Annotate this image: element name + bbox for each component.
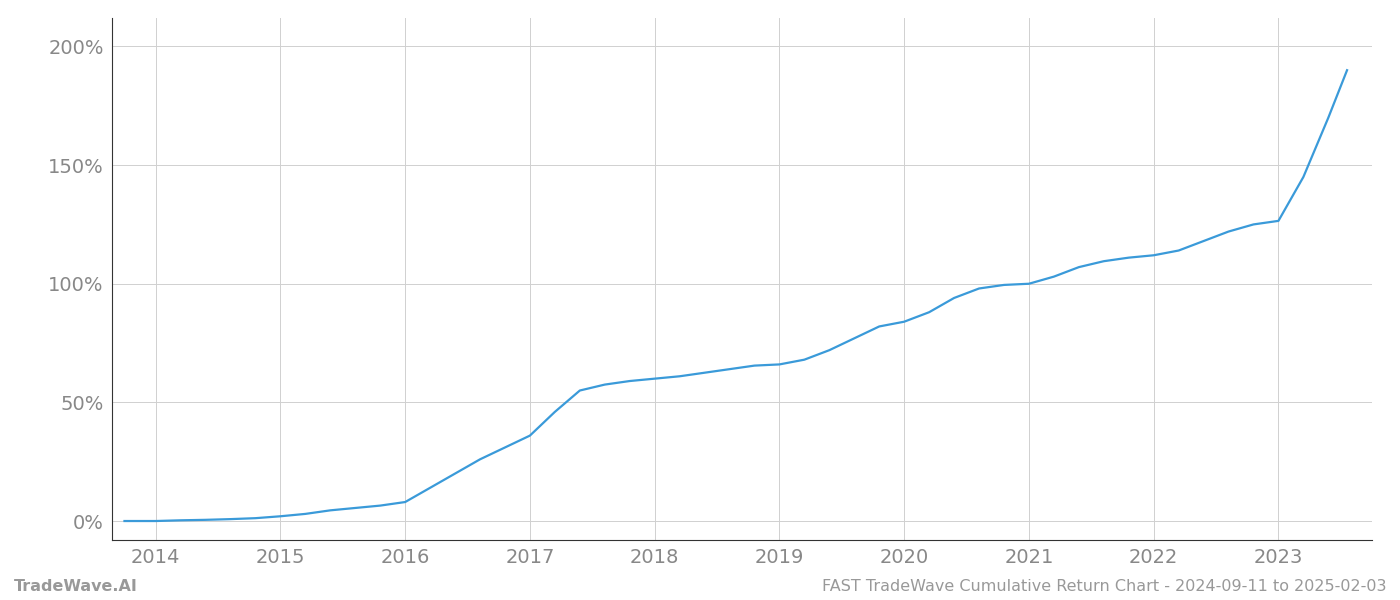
- Text: TradeWave.AI: TradeWave.AI: [14, 579, 137, 594]
- Text: FAST TradeWave Cumulative Return Chart - 2024-09-11 to 2025-02-03: FAST TradeWave Cumulative Return Chart -…: [822, 579, 1386, 594]
